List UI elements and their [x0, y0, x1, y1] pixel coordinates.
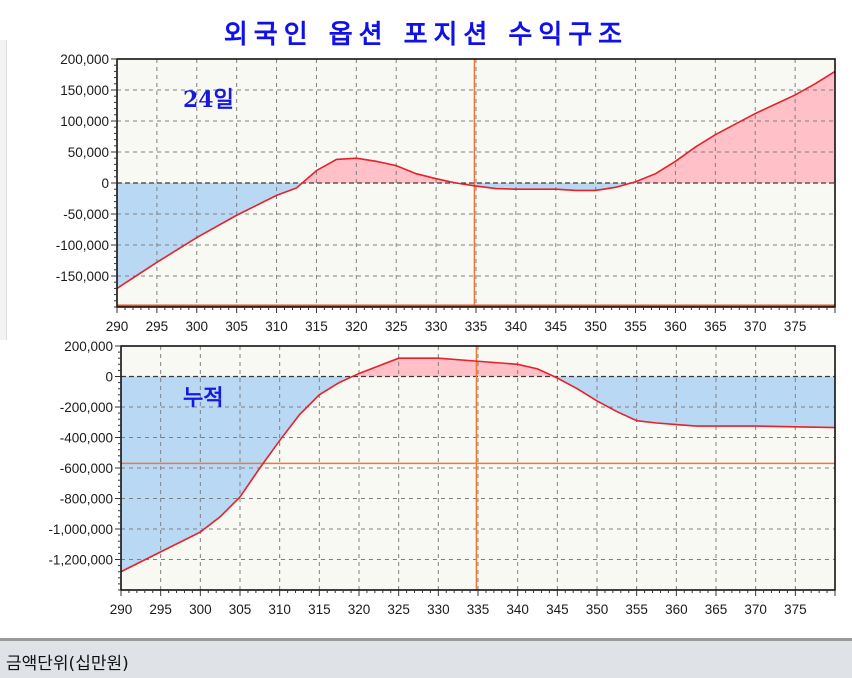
x-tick-label: 315: [308, 602, 331, 617]
x-tick-label: 335: [465, 319, 488, 334]
y-tick-label: -400,000: [60, 431, 113, 446]
x-tick-label: 360: [664, 319, 687, 334]
y-tick-label: 200,000: [60, 52, 109, 67]
x-tick-label: 295: [146, 319, 169, 334]
y-tick-label: -600,000: [60, 461, 113, 476]
x-tick-label: 355: [624, 319, 647, 334]
x-tick-label: 300: [189, 602, 212, 617]
y-tick-label: -100,000: [56, 238, 109, 253]
x-tick-label: 360: [665, 602, 688, 617]
unit-label: 금액단위(십만원): [6, 654, 129, 674]
x-tick-label: 335: [467, 602, 490, 617]
x-tick-label: 375: [784, 319, 807, 334]
y-tick-label: 50,000: [68, 145, 109, 160]
x-tick-label: 345: [545, 319, 568, 334]
y-tick-label: 150,000: [60, 83, 109, 98]
y-tick-label: 100,000: [60, 114, 109, 129]
y-tick-label: -50,000: [63, 207, 109, 222]
y-tick-label: 0: [101, 176, 109, 191]
x-tick-label: 300: [186, 319, 209, 334]
x-tick-label: 310: [265, 319, 288, 334]
y-tick-label: 0: [105, 370, 113, 385]
x-tick-label: 290: [106, 319, 129, 334]
panel-label: 24일: [183, 87, 234, 113]
loss-area: [117, 183, 835, 289]
daily-pnl-panel: 290 295 300 305 310 315 320 325 330 335 340 345 350 3…: [56, 52, 836, 334]
x-tick-label: 365: [705, 602, 728, 617]
pnl-line: [117, 70, 835, 290]
x-tick-label: 340: [505, 319, 528, 334]
x-tick-label: 340: [506, 602, 529, 617]
x-tick-label: 350: [584, 319, 607, 334]
cumulative-pnl-panel: 290 295 300 305 310 315 320 325 330 335 340 345 350 3…: [48, 339, 836, 617]
panel-label: 누적: [183, 385, 223, 411]
y-tick-label: -1,200,000: [48, 553, 113, 568]
x-tick-label: 350: [586, 602, 609, 617]
y-tick-label: -200,000: [60, 400, 113, 415]
profit-area: [121, 358, 835, 377]
window-left-edge: [0, 40, 7, 340]
x-tick-label: 315: [305, 319, 328, 334]
x-tick-label: 375: [784, 602, 807, 617]
x-tick-label: 295: [149, 602, 172, 617]
x-tick-label: 355: [625, 602, 648, 617]
profit-area: [117, 71, 835, 183]
x-tick-label: 320: [348, 602, 371, 617]
x-tick-label: 325: [387, 602, 410, 617]
y-tick-label: -1,000,000: [48, 522, 113, 537]
y-tick-label: -800,000: [60, 492, 113, 507]
x-tick-label: 310: [268, 602, 291, 617]
x-tick-label: 370: [744, 602, 767, 617]
x-tick-label: 290: [110, 602, 133, 617]
pnl-line: [121, 357, 835, 573]
x-tick-label: 345: [546, 602, 569, 617]
loss-area: [121, 376, 835, 572]
x-tick-label: 330: [425, 319, 448, 334]
x-tick-label: 325: [385, 319, 408, 334]
x-tick-label: 370: [744, 319, 767, 334]
chart-canvas: 290 295 300 305 310 315 320 325 330 335 340 345 350 3…: [48, 52, 836, 617]
x-tick-label: 305: [225, 319, 248, 334]
grid: [117, 58, 835, 307]
x-tick-label: 330: [427, 602, 450, 617]
x-tick-label: 365: [704, 319, 727, 334]
chart-title: 외국인 옵션 포지션 수익구조: [223, 20, 629, 50]
status-bar: 금액단위(십만원): [0, 638, 852, 678]
x-tick-label: 320: [345, 319, 368, 334]
x-tick-label: 305: [229, 602, 252, 617]
y-tick-label: 200,000: [64, 339, 113, 354]
y-tick-label: -150,000: [56, 269, 109, 284]
